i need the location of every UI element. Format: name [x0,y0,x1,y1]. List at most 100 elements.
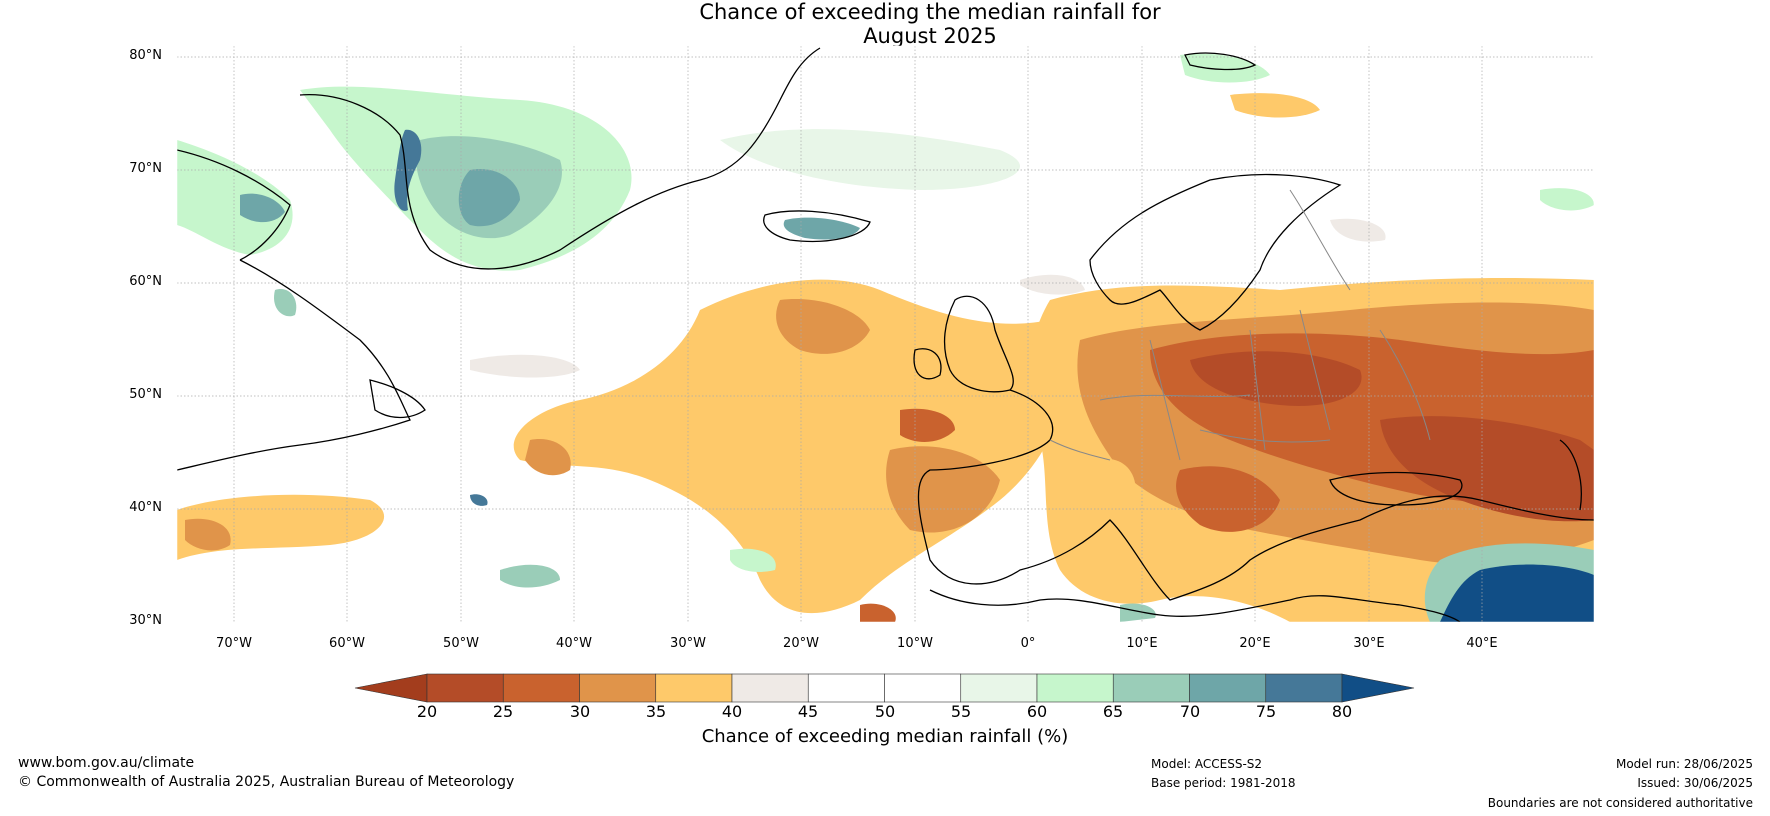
greenland-coast-wet [394,129,422,211]
colorbar-swatch [1189,673,1267,703]
title-line-1: Chance of exceeding the median rainfall … [699,0,1161,24]
issued-text: Issued: 30/06/2025 [1637,776,1753,790]
colorbar [354,673,1415,703]
colorbar-swatch [884,673,962,703]
colorbar-tick: 60 [1026,702,1048,721]
disclaimer-text: Boundaries are not considered authoritat… [1487,796,1753,810]
lon-label-20w: 20°W [783,636,819,651]
coastlines [177,47,1594,622]
lon-label-10e: 10°E [1126,636,1158,651]
map-frame [176,45,1595,623]
bay-of-biscay-dry [900,408,955,442]
website-link[interactable]: www.bom.gov.au/climate [18,755,195,771]
colorbar-swatch [579,673,657,703]
baffin-wet-area [177,140,293,255]
map-title: Chance of exceeding the median rainfall … [0,0,1770,48]
norwegian-sea-wet [720,129,1021,190]
atlantic-wet-patch-2 [730,548,776,572]
baffin-coastline [177,149,291,261]
lat-label-40n: 40°N [129,500,162,515]
colorbar-tick: 80 [1331,702,1353,721]
colorbar-label: Chance of exceeding median rainfall (%) [701,726,1069,747]
lon-label-30e: 30°E [1353,636,1385,651]
colorbar-tick: 50 [874,702,896,721]
neutral-patch-3 [1330,218,1386,242]
graticule [177,46,1594,622]
colorbar-tick: 20 [416,702,438,721]
lon-label-40w: 40°W [556,636,592,651]
neutral-patch-2 [1020,274,1085,295]
lon-label-60w: 60°W [329,636,365,651]
colorbar-tick: 70 [1179,702,1201,721]
greenland-coastline [299,47,821,270]
iceland-coastline [763,210,871,243]
atlantic-wet-patch-1 [500,564,560,588]
scandinavia-coastline [1089,173,1342,331]
lon-label-10w: 10°W [897,636,933,651]
colorbar-tick: 75 [1255,702,1277,721]
labrador-wet [274,289,297,317]
eastern-europe-very-dry [1190,351,1362,406]
colorbar-swatch [502,673,580,703]
ireland-coastline [913,348,942,380]
rainfall-probability-field [177,46,1594,622]
lon-label-0: 0° [1020,636,1036,651]
colorbar-tick: 40 [721,702,743,721]
lat-label-80n: 80°N [129,48,162,63]
black-sea-very-dry [1380,416,1594,522]
atlantic-dry-core [776,299,870,354]
africa-coastline [929,589,1461,622]
kara-wet [1540,188,1594,211]
colorbar-under-arrow [354,673,428,703]
lon-label-40e: 40°E [1466,636,1498,651]
colorbar-swatch [426,673,504,703]
west-atlantic-dry-core [185,518,231,551]
colorbar-tick: 55 [950,702,972,721]
lat-label-50n: 50°N [129,387,162,402]
barents-dry [1230,93,1320,118]
morocco-dry [860,603,896,622]
colorbar-tick: 25 [492,702,514,721]
colorbar-over-arrow [1341,673,1415,703]
colorbar-tick: 65 [1102,702,1124,721]
title-line-2: August 2025 [863,24,997,48]
copyright-text: © Commonwealth of Australia 2025, Austra… [18,774,515,790]
colorbar-swatch [1036,673,1114,703]
svalbard-coastline [1184,52,1257,71]
colorbar-tick: 30 [569,702,591,721]
caspian-coastline [1559,439,1582,511]
mediterranean-wet-patch [1120,603,1156,622]
lon-label-50w: 50°W [443,636,479,651]
greenland-wet-deep [458,169,520,227]
lon-label-30w: 30°W [670,636,706,651]
neutral-patch-1 [470,354,580,378]
black-sea-coastline [1329,471,1463,506]
colorbar-swatch [655,673,733,703]
arabia-very-wet [1440,564,1594,622]
colorbar-swatch [1112,673,1190,703]
model-run-text: Model run: 28/06/2025 [1615,757,1753,771]
colorbar-swatch [731,673,809,703]
colorbar-swatch [960,673,1038,703]
atlantic-wet-patch-3 [470,494,488,506]
italy-light [1100,459,1136,511]
lat-label-70n: 70°N [129,161,162,176]
lon-label-20e: 20°E [1239,636,1271,651]
colorbar-tick: 35 [645,702,667,721]
sw-atlantic-dry [525,439,571,476]
iceland-wet [783,217,860,240]
europe-coastline [917,389,1594,601]
model-text: Model: ACCESS-S2 [1151,757,1263,771]
colorbar-tick: 45 [797,702,819,721]
baffin-wet-core [240,193,285,223]
base-period-text: Base period: 1981-2018 [1151,776,1296,790]
balkans-dry [1176,466,1280,532]
colorbar-swatch [807,673,885,703]
country-borders [1049,189,1431,461]
labrador-coastline [177,259,411,471]
newfoundland-coastline [369,379,426,419]
colorbar-swatch [1265,673,1343,703]
lat-label-30n: 30°N [129,613,162,628]
